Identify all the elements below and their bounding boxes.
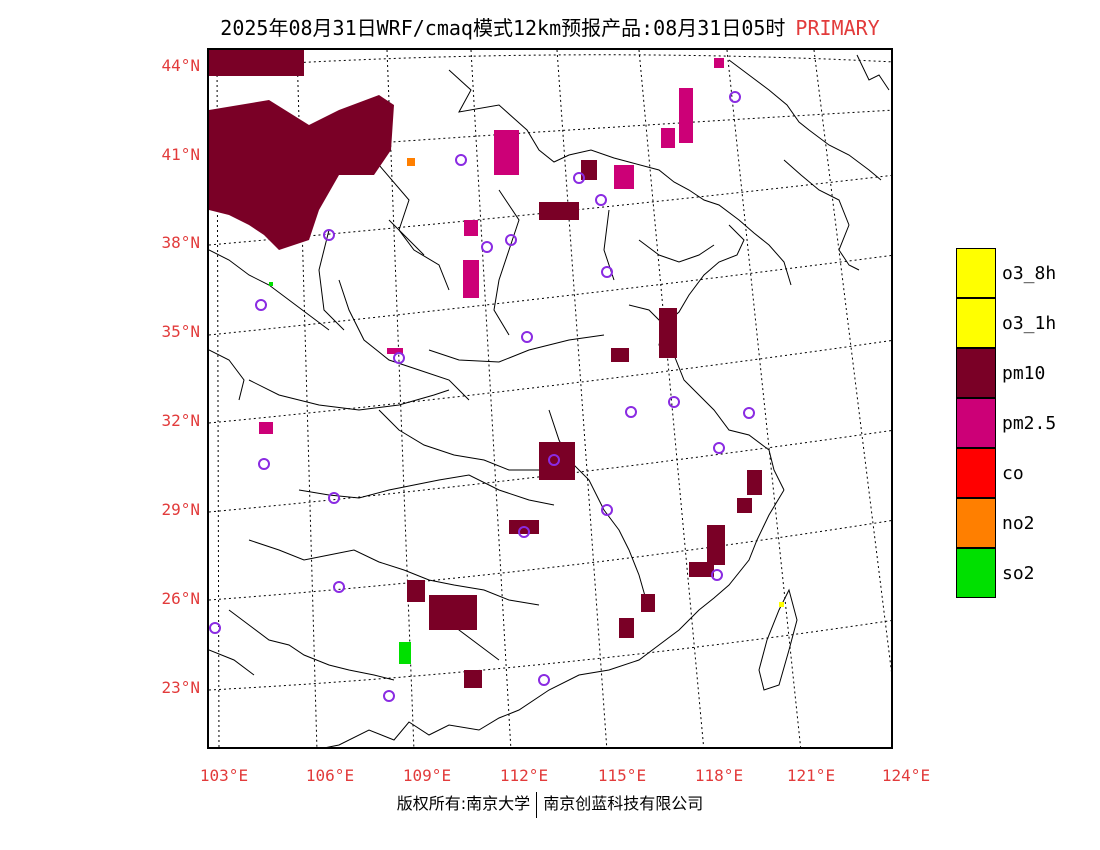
lat-label-41: 41°N: [161, 145, 200, 164]
o3-patch: [779, 602, 784, 607]
title-main: 2025年08月31日WRF/cmaq模式12km预报产品:08月31日05时: [220, 16, 786, 40]
legend-swatch: [956, 398, 996, 448]
legend-label: pm2.5: [1002, 413, 1057, 434]
lon-label-121: 121°E: [786, 766, 836, 785]
map-title: 2025年08月31日WRF/cmaq模式12km预报产品:08月31日05时 P…: [0, 12, 1100, 41]
lat-label-44: 44°N: [161, 56, 200, 75]
legend-swatch: [956, 248, 996, 298]
legend-label: o3_1h: [1002, 313, 1057, 334]
lon-label-109: 109°E: [402, 766, 452, 785]
copyright-left: 版权所有:南京大学: [396, 794, 531, 813]
copyright: 版权所有:南京大学 南京创蓝科技有限公司: [0, 790, 1100, 818]
legend-swatch: [956, 298, 996, 348]
title-tag: PRIMARY: [795, 16, 880, 40]
no2-patch: [407, 158, 415, 166]
lat-label-23: 23°N: [161, 678, 200, 697]
lon-label-118: 118°E: [694, 766, 744, 785]
map-canvas: [209, 50, 891, 747]
station-markers: [209, 91, 755, 702]
legend-label: co: [1002, 463, 1024, 484]
legend-swatch: [956, 498, 996, 548]
lon-label-112: 112°E: [499, 766, 549, 785]
legend-swatch: [956, 348, 996, 398]
legend-label: o3_8h: [1002, 263, 1057, 284]
lat-label-26: 26°N: [161, 589, 200, 608]
legend-label: no2: [1002, 513, 1035, 534]
map-frame: [207, 48, 893, 749]
graticule: [209, 50, 891, 747]
so2-patch: [269, 282, 273, 286]
legend-swatch: [956, 448, 996, 498]
lat-label-35: 35°N: [161, 322, 200, 341]
lat-label-29: 29°N: [161, 500, 200, 519]
lon-label-103: 103°E: [199, 766, 249, 785]
pm10-patches: [209, 50, 762, 688]
so2-patch: [399, 642, 411, 664]
lat-label-38: 38°N: [161, 233, 200, 252]
lat-label-32: 32°N: [161, 411, 200, 430]
copyright-divider: [536, 791, 538, 818]
lon-label-106: 106°E: [305, 766, 355, 785]
legend-label: so2: [1002, 563, 1035, 584]
lon-label-115: 115°E: [597, 766, 647, 785]
copyright-right: 南京创蓝科技有限公司: [543, 794, 704, 813]
legend-label: pm10: [1002, 363, 1046, 384]
lon-label-124: 124°E: [881, 766, 931, 785]
pm25-patches: [259, 58, 724, 434]
legend-swatch: [956, 548, 996, 598]
